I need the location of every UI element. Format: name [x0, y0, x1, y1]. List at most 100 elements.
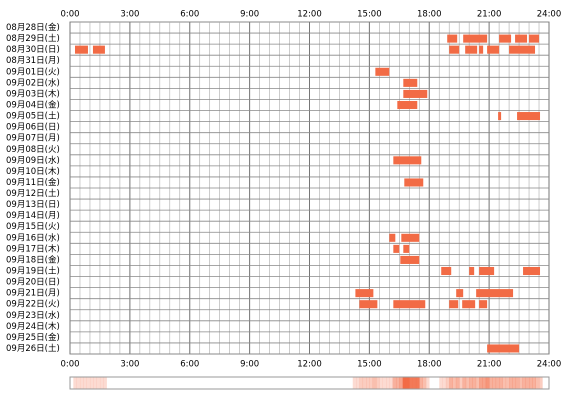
- row-label: 08月29日(土): [6, 33, 60, 44]
- density-cell: [529, 377, 533, 389]
- density-cell: [76, 377, 81, 389]
- activity-block: [479, 45, 484, 54]
- activity-block: [449, 300, 459, 309]
- row-label: 09月07日(月): [6, 134, 60, 144]
- density-cell: [455, 377, 460, 389]
- density-cell: [469, 377, 473, 389]
- density-cell: [386, 377, 390, 389]
- x-tick-label-top: 24:00: [537, 10, 562, 20]
- row-label: 09月16日(水): [6, 232, 60, 243]
- activity-block: [404, 178, 424, 187]
- row-label: 08月30日(日): [6, 45, 60, 55]
- density-cell: [389, 377, 393, 389]
- x-tick-label-top: 21:00: [477, 10, 502, 20]
- row-label: 08月28日(金): [6, 22, 60, 33]
- density-cell: [489, 377, 493, 389]
- activity-block: [401, 233, 420, 242]
- row-label: 09月09日(水): [6, 155, 60, 166]
- density-cell: [86, 377, 91, 389]
- row-label: 09月03日(木): [6, 88, 60, 99]
- activity-block: [441, 266, 452, 276]
- density-cell: [535, 377, 540, 389]
- activity-block: [403, 89, 428, 98]
- activity-block: [515, 34, 528, 43]
- density-cell: [492, 377, 497, 389]
- row-label: 09月02日(水): [6, 77, 60, 88]
- row-label: 09月05日(土): [6, 111, 60, 122]
- density-cell: [405, 377, 410, 389]
- density-cell: [479, 377, 483, 389]
- activity-block: [400, 255, 420, 264]
- density-cell: [352, 377, 357, 389]
- density-cell: [539, 377, 543, 389]
- density-cell: [379, 377, 383, 389]
- density-cell: [96, 377, 101, 389]
- activity-block: [403, 78, 418, 87]
- density-cell: [525, 377, 530, 389]
- row-label: 09月06日(日): [6, 123, 60, 133]
- x-tick-label-bottom: 9:00: [240, 360, 259, 370]
- activity-block: [487, 344, 520, 353]
- density-cell: [356, 377, 360, 389]
- x-tick-label-top: 18:00: [417, 10, 442, 20]
- row-label: 09月24日(木): [6, 321, 60, 332]
- activity-block: [509, 45, 536, 54]
- density-cell: [509, 377, 513, 389]
- density-cell: [505, 377, 510, 389]
- density-cell: [369, 377, 374, 389]
- row-label: 09月14日(月): [6, 211, 60, 221]
- x-tick-label-top: 0:00: [60, 10, 79, 20]
- activity-block: [517, 112, 541, 121]
- x-tick-label-top: 15:00: [357, 10, 382, 20]
- density-cell: [482, 377, 487, 389]
- row-label: 09月22日(火): [6, 300, 60, 310]
- x-tick-label-bottom: 3:00: [120, 360, 139, 370]
- density-cell: [366, 377, 370, 389]
- activity-block: [449, 45, 460, 54]
- activity-block: [462, 300, 476, 309]
- density-cell: [73, 377, 77, 389]
- activity-block: [397, 100, 418, 110]
- density-cell: [459, 377, 463, 389]
- row-label: 09月19日(土): [6, 266, 60, 277]
- row-label: 09月12日(土): [6, 188, 60, 199]
- density-cell: [419, 377, 423, 389]
- density-cell: [392, 377, 397, 389]
- density-cell: [465, 377, 470, 389]
- density-cell: [462, 377, 467, 389]
- row-label: 09月26日(土): [6, 343, 60, 354]
- row-label: 08月31日(月): [6, 56, 60, 66]
- row-label: 09月08日(火): [6, 145, 60, 155]
- x-tick-label-bottom: 18:00: [417, 360, 442, 370]
- activity-block: [375, 67, 390, 76]
- density-cell: [452, 377, 457, 389]
- row-label: 09月21日(月): [6, 289, 60, 299]
- row-label: 09月13日(日): [6, 200, 60, 210]
- x-tick-label-top: 12:00: [297, 10, 322, 20]
- activity-block: [523, 266, 541, 276]
- density-cell: [93, 377, 97, 389]
- density-cell: [519, 377, 523, 389]
- activity-block: [479, 266, 495, 276]
- activity-block: [476, 289, 514, 298]
- activity-block: [359, 300, 378, 309]
- density-cell: [79, 377, 84, 389]
- density-cell: [442, 377, 447, 389]
- activity-block: [355, 289, 374, 298]
- activity-block: [463, 34, 488, 43]
- x-tick-label-bottom: 0:00: [60, 360, 79, 370]
- row-label: 09月15日(火): [6, 222, 60, 232]
- activity-block: [74, 45, 88, 54]
- x-tick-label-bottom: 15:00: [357, 360, 382, 370]
- x-tick-label-top: 3:00: [120, 10, 139, 20]
- density-cell: [399, 377, 403, 389]
- activity-block: [393, 244, 400, 253]
- density-cell: [445, 377, 450, 389]
- density-cell: [512, 377, 517, 389]
- x-tick-label-bottom: 12:00: [297, 360, 322, 370]
- density-cell: [395, 377, 400, 389]
- density-cell: [412, 377, 417, 389]
- row-label: 09月04日(金): [6, 100, 60, 111]
- row-label: 09月10日(木): [6, 166, 60, 177]
